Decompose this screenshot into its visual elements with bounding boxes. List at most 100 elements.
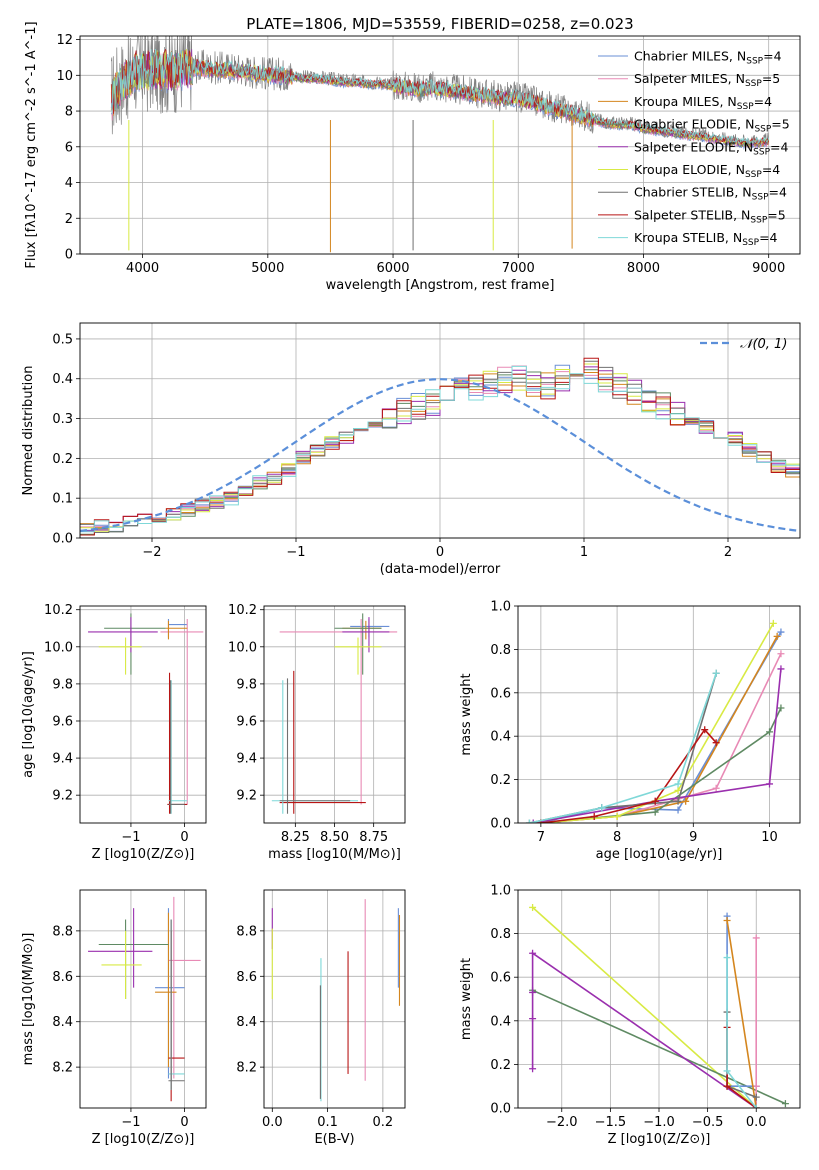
axes-frame: [79, 889, 207, 1109]
x-tick-label: −1.0: [643, 1115, 675, 1130]
y-tick-label: 12: [56, 33, 73, 48]
x-tick-label: 0.1: [317, 1115, 338, 1130]
y-tick-label: 2: [65, 212, 73, 227]
errorbar-point-7: [279, 670, 366, 814]
grid: [264, 606, 405, 823]
panel-age_vs_Z: −1 0 9.2 9.4 9.6 9.8 10.0 10.2 Z [log10(Z/Z⊙)] ag…: [21, 603, 207, 862]
series-line-0: [726, 916, 757, 1087]
series-marker-2: [682, 797, 690, 805]
grid: [80, 890, 206, 1108]
x-tick-label: 6000: [376, 261, 409, 276]
series-line-3: [540, 707, 782, 823]
y-tick-label: 0.0: [490, 817, 511, 832]
plot-area: [271, 613, 398, 814]
y-tick-label: 0.5: [52, 332, 73, 347]
series-marker-5: [529, 903, 537, 911]
y-tick-label: 8.2: [236, 1061, 257, 1076]
plot-area: [88, 613, 204, 814]
legend-entry-2: Kroupa MILES, NSSP=4: [634, 94, 772, 112]
y-tick-label: 9.2: [236, 789, 257, 804]
series-marker-4: [529, 949, 537, 957]
y-tick-label: 0.0: [490, 1102, 511, 1117]
y-tick-label: 10.2: [44, 603, 73, 618]
x-axis-label: Z [log10(Z/Z⊙)]: [92, 847, 195, 862]
y-tick-label: 9.2: [52, 789, 73, 804]
plot-area: [525, 619, 785, 823]
x-tick-label: 7: [537, 830, 545, 845]
x-tick-label: −2: [142, 545, 161, 560]
series-marker-4: [529, 819, 537, 823]
series-marker-4: [529, 1015, 537, 1023]
axes-frame: [263, 889, 406, 1109]
axes-frame: [79, 605, 207, 824]
plot-area: [529, 903, 789, 1108]
x-tick-label: 8000: [627, 261, 660, 276]
x-tick-label: 2: [724, 545, 732, 560]
x-tick-label: 0.0: [262, 1115, 283, 1130]
y-tick-label: 8.4: [52, 1015, 73, 1030]
errorbar-point-0: [155, 908, 185, 1079]
legend-entry-0: Chabrier MILES, NSSP=4: [634, 49, 782, 67]
y-tick-label: 9.4: [236, 752, 257, 767]
series-5: [529, 903, 760, 1108]
x-tick-label: 8: [613, 830, 621, 845]
y-axis-label: mass weight: [459, 958, 474, 1040]
y-axis-label: mass weight: [459, 673, 474, 755]
x-tick-label: 9000: [752, 261, 785, 276]
panel-mass_vs_Z: −1 0 8.2 8.4 8.6 8.8 Z [log10(Z/Z⊙)] mass [log1…: [21, 889, 207, 1147]
errorbar-point-2: [165, 620, 188, 640]
x-tick-label: 10: [761, 830, 778, 845]
errorbar-point-3: [104, 613, 166, 675]
series-marker-1: [777, 650, 785, 658]
x-tick-label: 0: [436, 545, 444, 560]
x-tick-label: −2.0: [546, 1115, 578, 1130]
series-marker-8: [723, 1067, 731, 1075]
series-marker-4: [529, 988, 537, 996]
plot-area: [80, 357, 800, 538]
series-8: [525, 669, 720, 823]
series-marker-5: [613, 812, 621, 820]
y-tick-label: 0: [65, 248, 73, 263]
x-tick-label: −1: [121, 1115, 140, 1130]
y-tick-label: 8: [65, 105, 73, 120]
errorbar-point-6: [168, 680, 185, 814]
panel-spectrum: 4000 5000 6000 7000 8000 9000 0 2 4 6 8 10 12 wavelen…: [24, 15, 801, 293]
axes-frame: [79, 322, 801, 539]
series-1: [752, 934, 760, 1108]
plot-area: [271, 899, 401, 1102]
residual-histogram-7: [80, 357, 800, 538]
y-tick-label: 0.0: [52, 532, 73, 547]
y-tick-label: 0.4: [52, 372, 73, 387]
series-marker-3: [651, 808, 659, 816]
panel-mass_weight_vs_Z: −2.0 −1.5 −1.0 −0.5 0.0 0.0 0.2 0.4 0.6 0.8 1.0 Z […: [459, 884, 801, 1147]
x-tick-label: 8.25: [281, 830, 310, 845]
errorbar-point-4: [88, 908, 153, 988]
grid: [518, 889, 800, 1109]
series-marker-4: [777, 665, 785, 673]
grid: [264, 890, 405, 1108]
series-line-8: [529, 673, 717, 823]
series-5: [537, 619, 777, 823]
series-marker-2: [773, 632, 781, 640]
y-tick-label: 0.3: [52, 412, 73, 427]
residual-histogram-6: [80, 360, 800, 538]
series-marker-1: [752, 1082, 760, 1090]
legend-entry-normal: 𝒩(0, 1): [740, 337, 787, 352]
y-tick-label: 9.8: [236, 677, 257, 692]
y-tick-label: 10.0: [228, 640, 257, 655]
legend-entry-3: Chabrier ELODIE, NSSP=5: [634, 117, 790, 135]
series-0: [723, 912, 760, 1090]
model-spectrum-7: [110, 48, 770, 145]
series-8: [723, 954, 760, 1108]
series-marker-3: [766, 728, 774, 736]
series-marker-8: [525, 819, 533, 823]
series-marker-6: [674, 797, 682, 805]
y-axis-label: Normed distribution: [21, 366, 36, 496]
x-axis-label: age [log10(age/yr)]: [596, 847, 723, 862]
y-tick-label: 0.1: [52, 492, 73, 507]
y-tick-label: 4: [65, 176, 73, 191]
residual-histogram-2: [80, 372, 800, 538]
errorbar-point-1: [160, 618, 204, 805]
residual-histogram-5: [80, 363, 800, 538]
x-tick-label: −1.5: [595, 1115, 627, 1130]
